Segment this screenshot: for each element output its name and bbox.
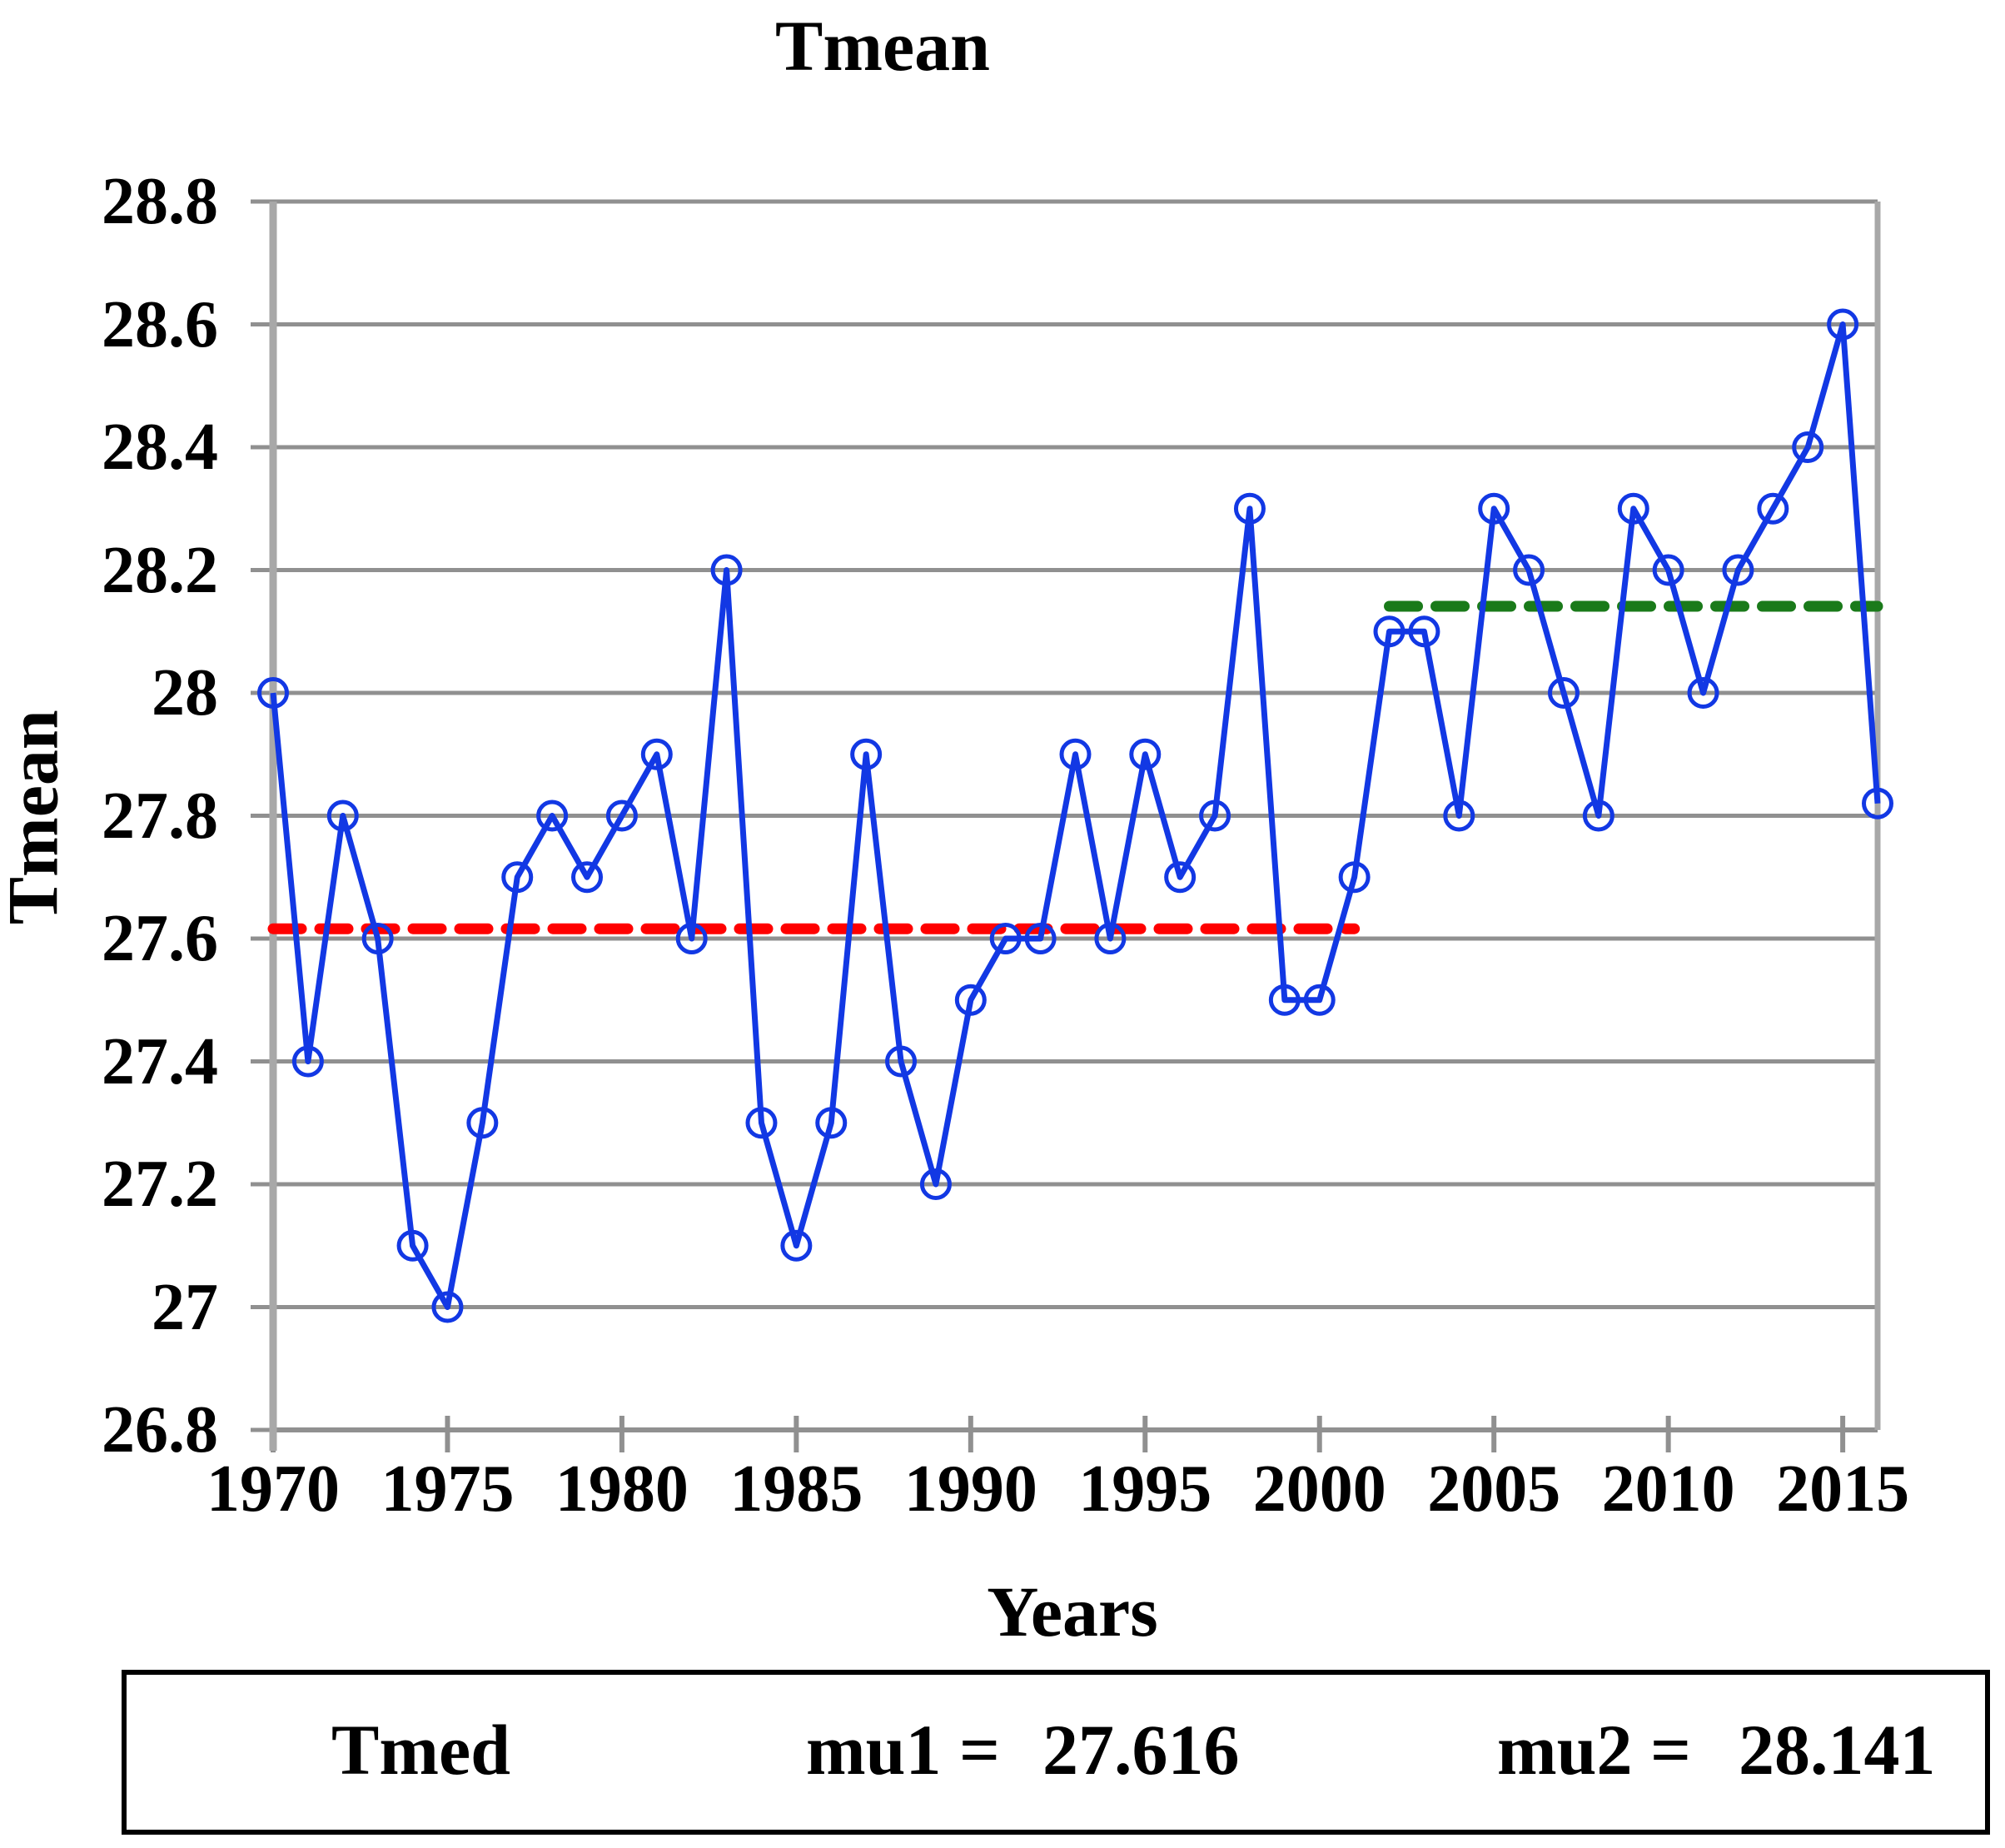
y-tick-label: 28.4 (102, 411, 218, 484)
x-tick-label: 2005 (1427, 1452, 1561, 1526)
data-point-marker (1478, 492, 1510, 525)
data-point-marker (1199, 799, 1231, 832)
y-tick-label: 28.2 (102, 533, 218, 607)
data-point-marker (780, 1229, 813, 1262)
data-point-marker (291, 1045, 324, 1078)
y-tick-label: 26.8 (102, 1393, 218, 1467)
data-point-marker (1164, 861, 1197, 894)
x-tick-label: 1990 (903, 1452, 1037, 1526)
data-point-marker (466, 1107, 499, 1139)
legend-label-mu1: mu1 = (806, 1710, 1000, 1790)
data-point-marker (326, 799, 359, 832)
legend-value-mu1: 27.616 (1042, 1710, 1240, 1790)
data-point-marker (1687, 677, 1719, 709)
legend-label-mu2: mu2 = (1497, 1710, 1691, 1790)
tmed-line (270, 321, 1881, 1310)
data-point-marker (1443, 799, 1475, 832)
data-point-marker (1024, 923, 1057, 954)
x-tick-label: 1995 (1078, 1452, 1212, 1526)
y-tick-label: 28.6 (102, 287, 218, 361)
data-point-marker (1652, 554, 1684, 586)
y-tick-label: 28 (152, 656, 218, 730)
chart-title: Tmean (775, 6, 990, 86)
x-tick-label: 1985 (729, 1452, 863, 1526)
data-point-marker (745, 1107, 778, 1139)
data-point-marker (1408, 615, 1440, 648)
data-point-marker (605, 799, 638, 832)
y-tick-label: 27.4 (102, 1024, 218, 1098)
data-point-marker (571, 861, 604, 894)
data-point-marker (1268, 984, 1301, 1016)
x-tick-label: 1980 (555, 1452, 689, 1526)
data-point-marker (1757, 492, 1789, 525)
legend-box (122, 1670, 1990, 1835)
data-point-marker (361, 923, 394, 954)
data-point-marker (640, 738, 673, 770)
y-tick-label: 28.8 (102, 165, 218, 238)
data-point-marker (1059, 738, 1092, 770)
data-point-marker (989, 923, 1022, 954)
y-tick-label: 27.8 (102, 779, 218, 853)
data-point-marker (1617, 492, 1649, 525)
data-point-marker (1129, 738, 1162, 770)
data-point-marker (257, 677, 289, 709)
y-tick-label: 27.2 (102, 1148, 218, 1221)
data-point-marker (850, 738, 883, 770)
data-point-marker (1582, 799, 1614, 832)
data-point-marker (1547, 677, 1580, 709)
data-point-marker (885, 1045, 918, 1078)
data-point-marker (1094, 923, 1127, 954)
legend-label-tmed: Tmed (331, 1710, 510, 1790)
x-tick-label: 2010 (1601, 1452, 1735, 1526)
y-tick-label: 27.6 (102, 902, 218, 975)
data-point-marker (1338, 861, 1371, 894)
data-point-marker (1792, 431, 1824, 463)
data-point-marker (1827, 308, 1859, 341)
data-point-marker (710, 554, 743, 586)
x-tick-label: 2015 (1776, 1452, 1910, 1526)
x-tick-label: 1975 (381, 1452, 515, 1526)
data-point-marker (431, 1291, 464, 1323)
x-axis-title: Years (987, 1572, 1158, 1651)
data-point-marker (396, 1229, 429, 1262)
x-tick-label: 2000 (1252, 1452, 1386, 1526)
legend-value-mu2: 28.141 (1739, 1710, 1936, 1790)
x-tick-label: 1970 (206, 1452, 340, 1526)
data-point-marker (1722, 554, 1754, 586)
data-point-marker (1862, 787, 1893, 819)
data-point-marker (1513, 554, 1545, 586)
data-point-marker (1373, 615, 1405, 648)
data-point-marker (1303, 984, 1336, 1016)
data-point-marker (919, 1168, 952, 1200)
data-point-marker (815, 1107, 848, 1139)
data-point-marker (501, 861, 534, 894)
data-point-marker (675, 923, 708, 954)
data-point-marker (954, 984, 987, 1016)
data-point-marker (536, 799, 569, 832)
y-tick-label: 27 (152, 1270, 218, 1344)
data-point-marker (1233, 492, 1266, 525)
